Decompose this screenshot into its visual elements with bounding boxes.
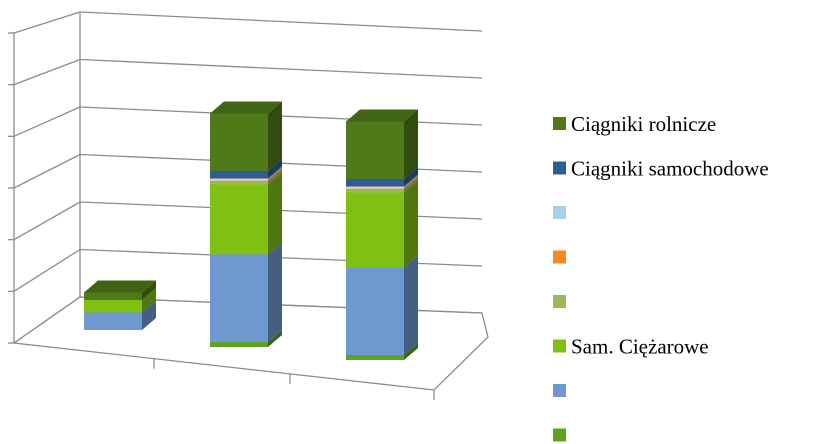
legend-label: Ciągniki rolnicze <box>571 112 716 136</box>
bar-segment <box>346 343 418 360</box>
bar-segment <box>210 169 282 182</box>
bar-segment <box>210 172 282 255</box>
legend-label: Sam. Ciężarowe <box>571 335 709 359</box>
side-wall-line-40 <box>13 106 81 137</box>
bar-segment <box>210 159 282 179</box>
bar-stack-3 <box>346 109 418 360</box>
bar-top-face <box>346 109 418 122</box>
side-wall-line-20 <box>13 201 81 241</box>
bar-segment <box>84 288 156 313</box>
bar-segment <box>84 300 156 330</box>
bar-segment <box>346 177 418 190</box>
bar-segment <box>346 180 418 268</box>
legend-item: Ciągniki rolnicze <box>553 112 716 136</box>
legend-item <box>553 295 566 308</box>
bar-segment <box>346 174 418 189</box>
legend: Ciągniki rolnicze Ciągniki samochodowe Sam… <box>553 112 769 442</box>
legend-swatch <box>553 117 566 130</box>
side-wall-line-50 <box>13 58 81 86</box>
legend-swatch <box>553 384 566 397</box>
side-wall-line-30 <box>13 153 81 189</box>
bar-segment <box>346 109 418 179</box>
legend-item <box>553 428 566 442</box>
bars-group <box>84 101 418 360</box>
legend-swatch <box>553 161 566 175</box>
bar-stack-1 <box>84 280 156 330</box>
chart-floor <box>12 296 489 391</box>
bar-segment <box>346 178 418 193</box>
gridline-60 <box>79 11 483 32</box>
bar-segment <box>210 170 282 185</box>
legend-label: Ciągniki samochodowe <box>571 157 769 181</box>
bar-segment <box>210 166 282 181</box>
legend-item: Ciągniki samochodowe <box>553 157 769 181</box>
legend-item <box>553 206 566 219</box>
legend-swatch <box>553 339 566 353</box>
gridline-50 <box>79 58 483 79</box>
legend-swatch <box>553 428 566 442</box>
legend-item: Sam. Ciężarowe <box>553 335 709 359</box>
bar-segment <box>84 280 156 300</box>
bar-segment <box>210 330 282 347</box>
side-wall-line-60 <box>13 11 81 34</box>
bar-stack-2 <box>210 101 282 347</box>
legend-item <box>553 250 566 264</box>
bar-segment <box>346 255 418 355</box>
bar-segment <box>210 242 282 342</box>
legend-swatch <box>553 206 566 219</box>
legend-swatch <box>553 250 566 264</box>
bar-top-face <box>210 101 282 114</box>
bar-top-face <box>84 280 156 293</box>
side-wall-line-10 <box>13 248 81 292</box>
legend-item <box>553 384 566 397</box>
bar-segment <box>210 101 282 171</box>
bar-segment <box>346 167 418 187</box>
legend-swatch <box>553 295 566 308</box>
